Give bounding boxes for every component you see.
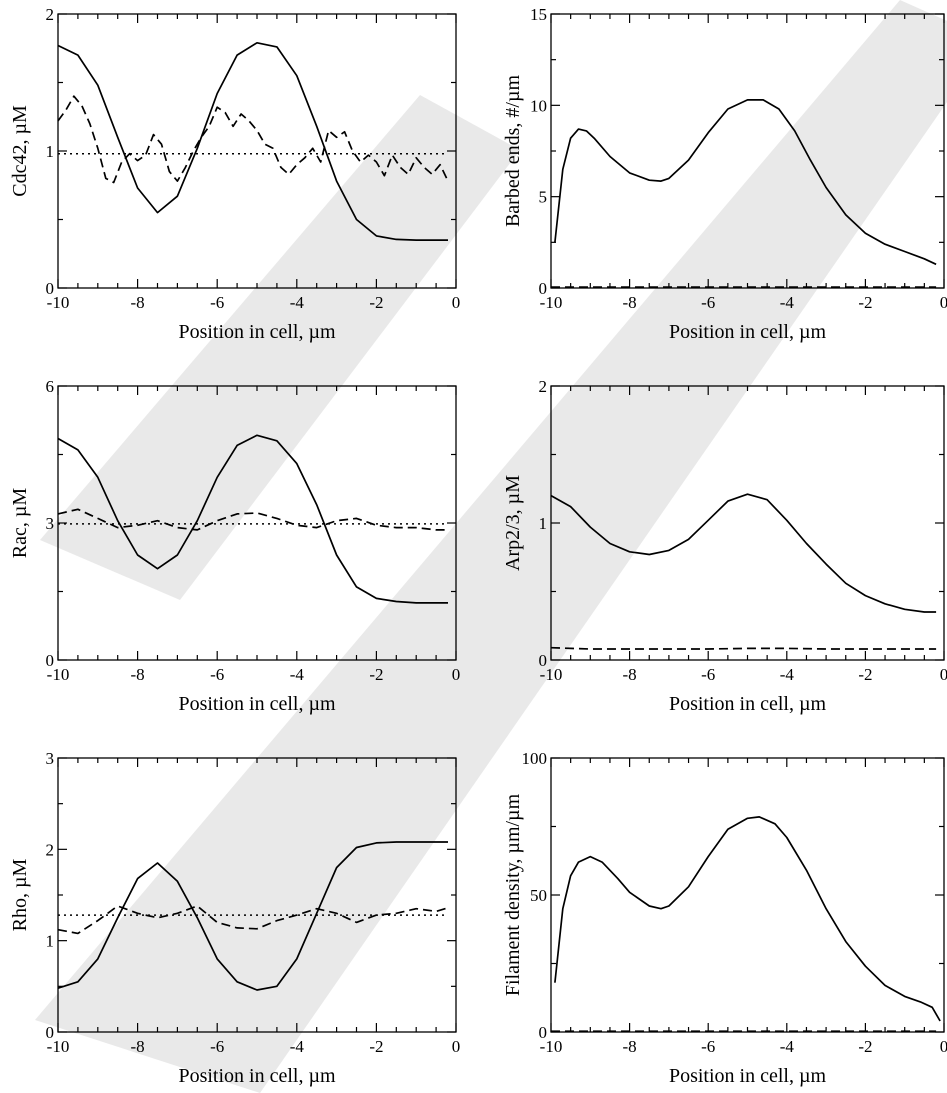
y-axis-label: Rac, µM [9, 488, 31, 559]
y-tick-label: 3 [46, 514, 55, 533]
x-tick-label: 0 [452, 293, 461, 312]
series-line-dashed [57, 95, 449, 184]
series-line-dashed [57, 905, 449, 935]
y-axis-label: Arp2/3, µM [502, 475, 524, 571]
chart-panel-middle-left: -10 -8 -6 -4 -2 0 0 3 6 Position in cell, µm Rac, … [9, 377, 460, 715]
y-tick-label: 10 [530, 96, 547, 115]
x-tick-label: -2 [858, 1037, 872, 1056]
x-tick-label: -6 [701, 293, 715, 312]
x-tick-label: -4 [780, 293, 795, 312]
y-tick-label: 2 [46, 5, 55, 24]
x-axis-label: Position in cell, µm [178, 321, 336, 343]
chart-panel-bottom-left: -10 -8 -6 -4 -2 0 0 1 2 3 Position in cell, µm Rho,… [9, 749, 460, 1087]
x-tick-label: -10 [47, 293, 70, 312]
x-axis-label: Position in cell, µm [178, 693, 336, 715]
chart-panel-top-right: -10 -8 -6 -4 -2 0 0 5 10 15 Position in cell, µm Ba… [502, 5, 947, 343]
plot-frame [550, 757, 945, 1033]
x-tick-label: -2 [369, 293, 383, 312]
y-tick-label: 0 [46, 1023, 55, 1042]
x-tick-label: -8 [131, 293, 145, 312]
chart-panel-bottom-right: -10 -8 -6 -4 -2 0 0 50 100 Position in cell, µm Fi… [502, 749, 947, 1087]
x-tick-label: 0 [940, 1037, 947, 1056]
x-tick-label: -4 [780, 1037, 795, 1056]
x-axis-label: Position in cell, µm [669, 693, 827, 715]
x-tick-label: -8 [623, 293, 637, 312]
series-line-solid [554, 99, 937, 266]
x-tick-label: -6 [210, 665, 224, 684]
x-axis-label: Position in cell, µm [669, 1065, 827, 1087]
x-tick-label: 0 [940, 293, 947, 312]
x-tick-label: -8 [623, 665, 637, 684]
y-tick-label: 1 [539, 514, 548, 533]
watermark [35, 0, 947, 1093]
x-tick-label: -6 [210, 1037, 224, 1056]
x-tick-label: -8 [131, 1037, 145, 1056]
series-line-solid [550, 493, 937, 613]
x-tick-label: -10 [540, 1037, 563, 1056]
x-tick-label: -2 [858, 665, 872, 684]
y-axis-label: Cdc42, µM [9, 105, 31, 197]
y-tick-label: 1 [46, 932, 55, 951]
y-tick-label: 0 [539, 651, 548, 670]
y-tick-label: 0 [46, 279, 55, 298]
x-tick-label: -4 [290, 293, 305, 312]
series-line-dashed [57, 508, 448, 531]
y-tick-label: 1 [46, 142, 55, 161]
x-tick-label: -4 [290, 1037, 305, 1056]
x-tick-label: -4 [290, 665, 305, 684]
chart-panel-middle-right: -10 -8 -6 -4 -2 0 0 1 2 Position in cell, µm Arp2/… [502, 377, 947, 715]
series-line-solid [554, 816, 941, 1022]
y-tick-label: 50 [530, 886, 547, 905]
x-tick-label: 0 [452, 665, 461, 684]
y-tick-label: 3 [46, 749, 55, 768]
x-tick-label: -2 [858, 293, 872, 312]
series-line-solid [57, 434, 448, 604]
x-axis-label: Position in cell, µm [178, 1065, 336, 1087]
y-tick-label: 15 [530, 5, 547, 24]
y-tick-label: 5 [539, 188, 548, 207]
x-tick-label: -6 [210, 293, 224, 312]
x-tick-label: -10 [540, 293, 563, 312]
x-tick-label: -8 [623, 1037, 637, 1056]
x-tick-label: 0 [940, 665, 947, 684]
series-line-solid [57, 841, 448, 991]
x-tick-label: -6 [701, 665, 715, 684]
x-tick-label: -10 [47, 665, 70, 684]
x-tick-label: 0 [452, 1037, 461, 1056]
y-tick-label: 0 [539, 1023, 548, 1042]
x-tick-label: -8 [131, 665, 145, 684]
x-tick-label: -6 [701, 1037, 715, 1056]
x-tick-label: -4 [780, 665, 795, 684]
x-tick-label: -10 [47, 1037, 70, 1056]
y-tick-label: 6 [46, 377, 55, 396]
y-tick-label: 0 [46, 651, 55, 670]
y-tick-label: 100 [522, 749, 548, 768]
chart-panel-top-left: -10 -8 -6 -4 -2 0 0 1 2 Position in cell, µm Cdc42… [9, 5, 460, 343]
x-tick-label: -2 [369, 665, 383, 684]
x-axis-label: Position in cell, µm [669, 321, 827, 343]
y-tick-label: 0 [539, 279, 548, 298]
y-tick-label: 2 [539, 377, 548, 396]
y-tick-label: 2 [46, 840, 55, 859]
y-axis-label: Filament density, µm/µm [502, 793, 524, 996]
x-tick-label: -2 [369, 1037, 383, 1056]
x-tick-label: -10 [540, 665, 563, 684]
y-axis-label: Barbed ends, #/µm [502, 75, 524, 227]
y-axis-label: Rho, µM [9, 858, 31, 931]
series-line-dashed [550, 646, 937, 650]
